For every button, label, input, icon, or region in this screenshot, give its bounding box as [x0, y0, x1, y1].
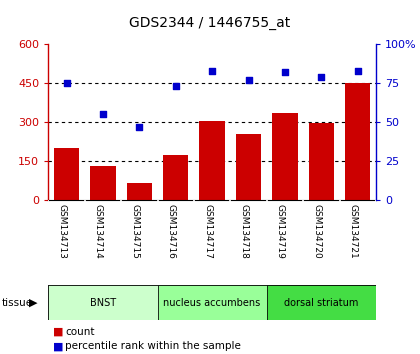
Text: dorsal striatum: dorsal striatum	[284, 298, 359, 308]
Text: ▶: ▶	[29, 298, 37, 308]
Text: GSM134716: GSM134716	[167, 204, 176, 259]
Bar	[236, 134, 261, 200]
Text: GSM134721: GSM134721	[349, 204, 358, 259]
Text: GSM134718: GSM134718	[239, 204, 249, 259]
Bar	[200, 121, 225, 200]
Text: nucleus accumbens: nucleus accumbens	[163, 298, 261, 308]
Text: GSM134713: GSM134713	[58, 204, 66, 259]
Point	[209, 68, 215, 74]
Point	[354, 68, 361, 74]
Bar	[48, 285, 158, 320]
Text: percentile rank within the sample: percentile rank within the sample	[65, 341, 241, 351]
Point	[318, 74, 325, 80]
Text: ■: ■	[52, 327, 63, 337]
Text: count: count	[65, 327, 94, 337]
Bar	[54, 148, 79, 200]
Bar	[163, 155, 189, 200]
Bar	[158, 285, 267, 320]
Text: GSM134714: GSM134714	[94, 204, 103, 259]
Point	[136, 124, 143, 130]
Text: GSM134717: GSM134717	[203, 204, 212, 259]
Point	[172, 84, 179, 89]
Point	[100, 112, 106, 117]
Text: GDS2344 / 1446755_at: GDS2344 / 1446755_at	[129, 16, 291, 30]
Point	[281, 69, 288, 75]
Point	[245, 77, 252, 83]
Bar	[272, 113, 298, 200]
Text: GSM134720: GSM134720	[312, 204, 321, 259]
Text: GSM134719: GSM134719	[276, 204, 285, 259]
Text: ■: ■	[52, 341, 63, 351]
Bar	[267, 285, 376, 320]
Point	[63, 80, 70, 86]
Bar	[345, 83, 370, 200]
Bar	[309, 124, 334, 200]
Bar	[126, 183, 152, 200]
Text: GSM134715: GSM134715	[130, 204, 139, 259]
Text: tissue: tissue	[2, 298, 33, 308]
Text: BNST: BNST	[90, 298, 116, 308]
Bar	[90, 166, 116, 200]
